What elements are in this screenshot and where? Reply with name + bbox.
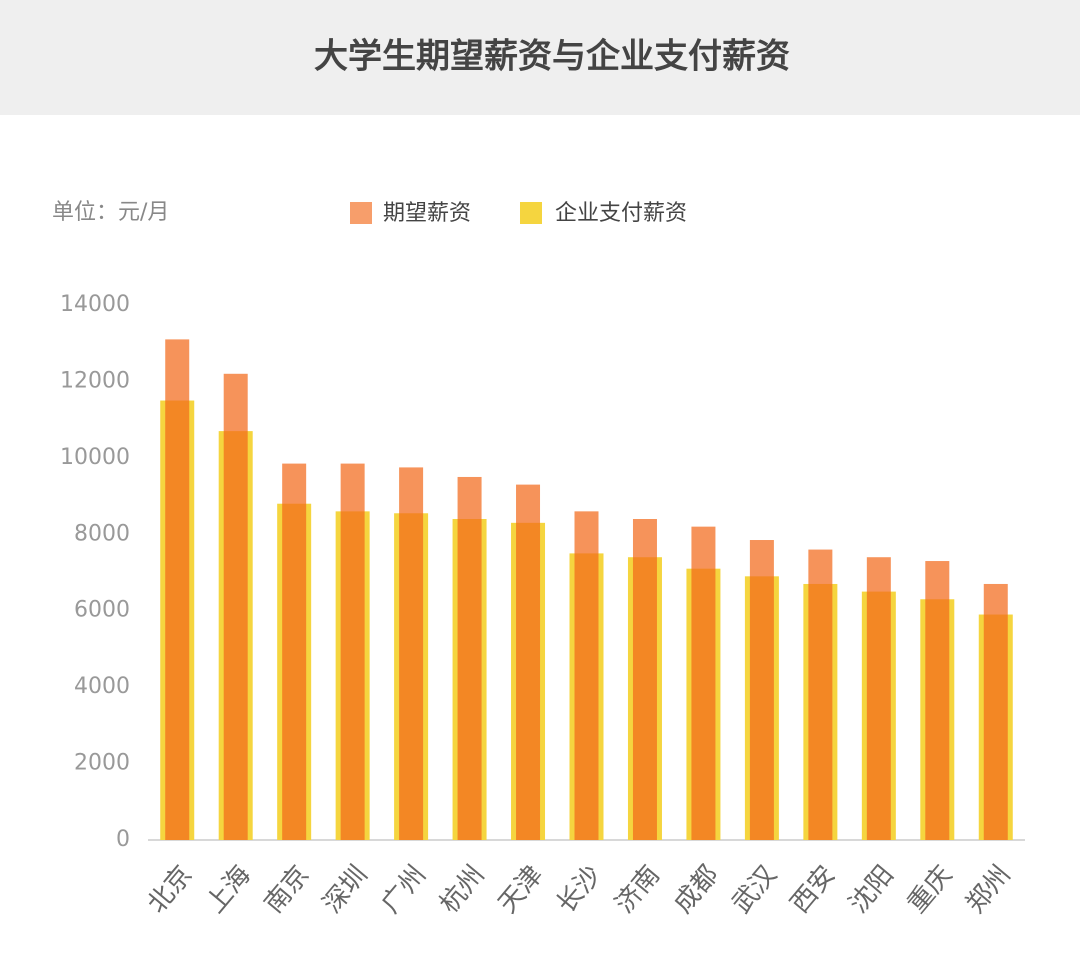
bar xyxy=(457,476,482,840)
bar xyxy=(866,557,891,840)
header-band xyxy=(0,0,1080,115)
bar xyxy=(749,540,774,840)
legend-label: 企业支付薪资 xyxy=(555,201,687,226)
bar xyxy=(925,561,950,840)
y-tick-label: 6000 xyxy=(74,598,130,623)
bar xyxy=(282,463,307,840)
bar xyxy=(165,339,190,840)
bar xyxy=(516,484,541,840)
x-tick-label: 深圳 xyxy=(317,860,373,919)
bar xyxy=(223,373,248,840)
x-tick-label: 郑州 xyxy=(960,860,1016,919)
y-tick-label: 4000 xyxy=(74,674,130,699)
x-tick-label: 北京 xyxy=(142,860,198,919)
legend-label: 期望薪资 xyxy=(383,201,471,226)
legend-swatch xyxy=(520,202,542,224)
x-tick-label: 武汉 xyxy=(727,860,783,919)
bar xyxy=(983,583,1008,840)
x-tick-label: 重庆 xyxy=(902,860,958,919)
x-tick-label: 西安 xyxy=(785,860,841,919)
bar xyxy=(808,549,833,840)
x-tick-label: 长沙 xyxy=(551,860,607,919)
x-tick-label: 上海 xyxy=(200,860,256,919)
bar xyxy=(574,511,599,840)
x-tick-label: 杭州 xyxy=(434,860,490,919)
y-tick-label: 12000 xyxy=(60,368,130,393)
y-tick-label: 10000 xyxy=(60,445,130,470)
x-tick-label: 济南 xyxy=(610,860,666,919)
bar xyxy=(399,467,424,840)
x-tick-label: 成都 xyxy=(668,860,724,919)
chart-title: 大学生期望薪资与企业支付薪资 xyxy=(314,37,790,77)
y-tick-label: 8000 xyxy=(74,521,130,546)
y-tick-label: 14000 xyxy=(60,292,130,317)
y-tick-label: 0 xyxy=(116,827,130,852)
bar xyxy=(691,526,716,840)
y-tick-label: 2000 xyxy=(74,751,130,776)
bar xyxy=(340,463,365,840)
unit-label: 单位：元/月 xyxy=(52,200,169,225)
x-tick-label: 沈阳 xyxy=(844,860,900,919)
legend-swatch xyxy=(350,202,372,224)
x-tick-label: 广州 xyxy=(376,860,432,919)
bar xyxy=(632,519,657,840)
x-tick-label: 天津 xyxy=(493,860,549,919)
x-tick-label: 南京 xyxy=(259,860,315,919)
